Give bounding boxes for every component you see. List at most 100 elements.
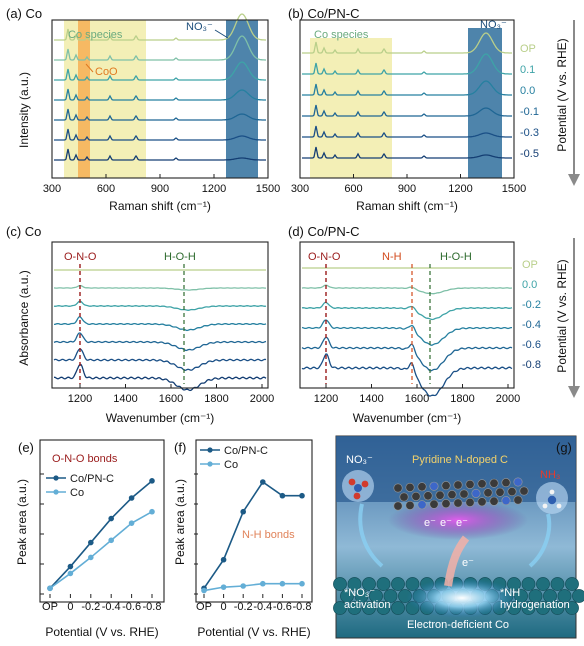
- panel-a-spectra: [54, 13, 266, 161]
- panel-c-x-tick-label-3: 1800: [204, 393, 228, 405]
- panel-b-no3-label: NO₃⁻: [480, 19, 507, 31]
- legend-marker-copnc: [53, 475, 59, 481]
- legend-label-copnc-f: Co/PN-C: [224, 445, 268, 457]
- panel-f-label: (f): [174, 440, 186, 455]
- panel-g-no3-o1: [348, 478, 356, 486]
- panel-a-spectrum-5: [54, 35, 266, 61]
- panel-b-potential-labels: OP 0.1 0.0 -0.1 -0.3 -0.5: [520, 43, 539, 160]
- graphene-atom-1-1: [411, 491, 421, 501]
- panel-a-raman-co: (a) Co Co species CoO NO₃⁻ 300 600 900 1200…: [6, 6, 280, 213]
- panel-f-series-0-point-4: [279, 492, 286, 499]
- cobalt-atom-1-15: [557, 589, 572, 603]
- panel-a-no3-pointer: [214, 29, 229, 39]
- panel-d-spectrum-3: [301, 319, 512, 346]
- graphene-atom-2-3: [429, 499, 439, 509]
- panel-c-x-tick-label-0: 1200: [68, 393, 92, 405]
- legend-label-copnc: Co/PN-C: [70, 473, 114, 485]
- panel-f-series-1-point-4: [279, 580, 286, 587]
- panel-b-x-tick-label-1: 600: [344, 183, 362, 195]
- panel-d-x-tick-label-3: 1800: [450, 393, 474, 405]
- panel-g-bottom-label: Electron-deficient Co: [407, 619, 509, 631]
- graphene-atom-1-10: [519, 486, 529, 496]
- panel-b-spectrum-0: [302, 146, 512, 159]
- graphene-atom-2-6: [465, 497, 475, 507]
- panel-d-xlabel: Wavenumber (cm⁻¹): [353, 411, 462, 425]
- cobalt-atom-0-15: [550, 577, 565, 591]
- graphene-atom-0-6: [465, 479, 475, 489]
- panel-d-ono-label: O-N-O: [308, 251, 341, 263]
- graphene-atom-1-6: [471, 488, 481, 498]
- panel-f-annotation: N-H bonds: [242, 529, 295, 541]
- panel-b-potential-axis: Potential (V vs. RHE): [555, 38, 569, 151]
- panel-a-xticks: 300 600 900 1200 1500: [43, 174, 280, 195]
- panel-d-x-tick-label-1: 1400: [359, 393, 383, 405]
- panel-g-electron-4: e⁻: [462, 557, 474, 569]
- panel-b-x-tick-label-4: 1500: [502, 183, 526, 195]
- panel-c-ir-co: (c) Co O-N-O H-O-H 1200 1400 1600 1800 2000 …: [6, 224, 274, 425]
- panel-e-ylabel: Peak area (a.u.): [15, 479, 29, 565]
- panel-b-potential-5: -0.5: [520, 148, 539, 160]
- panel-f-series-1-point-0: [201, 587, 207, 594]
- graphene-atom-0-2: [417, 482, 427, 492]
- panel-e-series-1-point-5: [149, 508, 155, 515]
- panel-b-x-tick-label-2: 900: [398, 183, 416, 195]
- panel-g-nh3-h2: [556, 503, 562, 509]
- panel-c-spectrum-4: [53, 332, 267, 352]
- cobalt-atom-2-1: [347, 601, 362, 615]
- panel-e-ono-peak-area: (e) O-N-O bonds OP 0 -0.2 -0.4 -0.6 -0.8 Co/P…: [15, 439, 165, 639]
- panel-c-xlabel: Wavenumber (cm⁻¹): [106, 411, 215, 425]
- panel-c-x-tick-label-1: 1400: [113, 393, 137, 405]
- cobalt-atom-1-1: [354, 589, 369, 603]
- graphene-atom-2-5: [453, 498, 463, 508]
- cobalt-atom-0-2: [362, 577, 376, 591]
- panel-g-bottom-glow: [406, 578, 518, 618]
- graphene-atom-2-7: [477, 497, 487, 507]
- legend-label-co-f: Co: [224, 459, 238, 471]
- cobalt-atom-2-4: [391, 601, 405, 615]
- graphene-atom-2-1: [405, 500, 415, 510]
- panel-b-raman-copnc: (b) Co/PN-C Co species NO₃⁻ 300 600 900 120…: [288, 6, 580, 213]
- panel-a-no3-band: [226, 20, 258, 178]
- panel-g-left-flow-arrow: [358, 503, 384, 568]
- graphene-atom-1-2: [423, 491, 433, 501]
- cobalt-atom-2-3: [376, 601, 391, 615]
- panel-d-spectrum-2: [301, 301, 513, 321]
- panel-e-series-0-point-1: [67, 563, 74, 570]
- panel-a-spectrum-1: [54, 128, 266, 141]
- graphene-atom-0-0: [393, 483, 403, 493]
- panel-c-ylabel: Absorbance (a.u.): [17, 270, 31, 365]
- panel-f-series-1-point-3: [260, 580, 266, 587]
- graphene-atom-1-0: [399, 492, 409, 502]
- panel-g-label: (g): [556, 440, 572, 455]
- panel-f-frame: [195, 439, 313, 603]
- graphene-atom-2-9: [501, 496, 511, 506]
- panel-d-frame: [299, 241, 515, 389]
- panel-a-spectrum-6: [54, 13, 266, 41]
- panel-d-x-tick-label-2: 1600: [405, 393, 429, 405]
- panel-e-legend: Co/PN-C Co: [46, 473, 114, 499]
- panel-a-no3-label: NO₃⁻: [186, 21, 213, 33]
- panel-d-label: (d) Co/PN-C: [288, 224, 360, 239]
- panel-b-x-tick-label-3: 1200: [448, 183, 472, 195]
- graphene-atom-0-3: [429, 481, 439, 491]
- panel-d-potential-0: OP: [522, 259, 538, 271]
- panel-f-series-1-point-1: [220, 584, 227, 590]
- panel-a-coo-label: CoO: [95, 66, 118, 78]
- panel-a-xlabel: Raman shift (cm⁻¹): [109, 199, 211, 213]
- panel-d-x-tick-label-0: 1200: [314, 393, 338, 405]
- panel-g-nh3-label: NH₃: [540, 469, 560, 481]
- panel-e-series-0-point-5: [149, 478, 155, 484]
- panel-f-legend: Co/PN-C Co: [200, 445, 268, 471]
- panel-e-label: (e): [18, 440, 34, 455]
- panel-f-xtick-label-3: -0.4: [253, 601, 272, 613]
- panel-d-hoh-label: H-O-H: [440, 251, 472, 263]
- panel-g-no3-o3: [353, 492, 361, 500]
- cobalt-atom-2-15: [550, 601, 565, 615]
- panel-c-spectrum-6: [54, 363, 267, 392]
- panel-g-nh3-h3: [549, 489, 555, 495]
- panel-d-ir-copnc: (d) Co/PN-C O-N-O N-H H-O-H 1200 1400 1600…: [288, 224, 580, 425]
- panel-e-xtick-label-1: 0: [67, 601, 73, 613]
- panel-g-transfer-arrow: [444, 535, 470, 587]
- panel-e-series-0-point-2: [88, 539, 94, 546]
- panel-e-xtick-label-5: -0.8: [143, 601, 162, 613]
